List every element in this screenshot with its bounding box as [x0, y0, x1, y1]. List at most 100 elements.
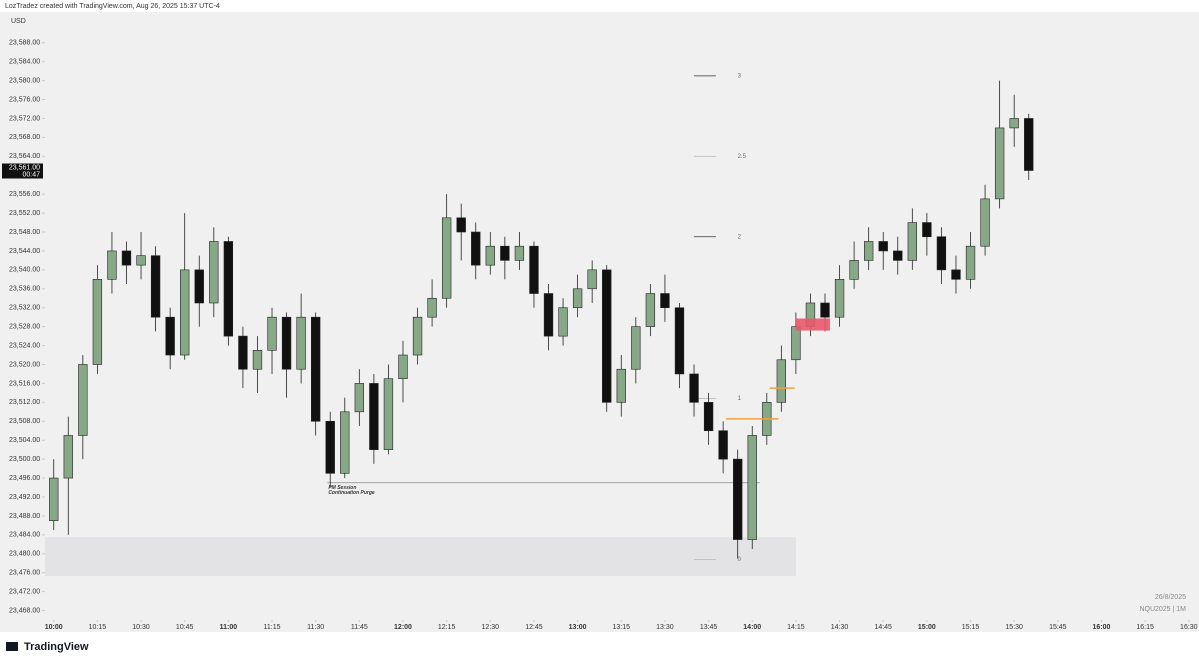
- y-tick-label: 23,492.00: [9, 494, 40, 501]
- candle-body: [660, 293, 670, 309]
- y-tick-label: 23,512.00: [9, 399, 40, 406]
- candle-body: [383, 378, 394, 450]
- header: LozTradez created with TradingView.com, …: [5, 3, 220, 10]
- y-tick-label: 23,472.00: [9, 588, 40, 595]
- candle-body: [485, 245, 495, 266]
- candle-body: [951, 269, 961, 280]
- candle-body: [849, 260, 859, 280]
- x-tick-label: 14:15: [787, 624, 805, 631]
- footer-date: 26/8/2025: [1155, 594, 1186, 601]
- candle-body: [893, 250, 903, 261]
- x-tick-label: 13:45: [700, 624, 718, 631]
- x-tick-label: 16:15: [1136, 624, 1154, 631]
- x-tick-label: 13:15: [613, 624, 631, 631]
- tv-logo: [6, 642, 18, 651]
- y-tick-label: 23,584.00: [9, 59, 40, 66]
- y-tick-label: 23,496.00: [9, 475, 40, 482]
- candle-body: [92, 279, 103, 365]
- y-tick-label: 23,544.00: [9, 248, 40, 255]
- candle-body: [863, 241, 874, 261]
- candle-body: [965, 245, 976, 280]
- x-tick-label: 12:15: [438, 624, 456, 631]
- x-tick-label: 12:45: [525, 624, 543, 631]
- candle-body: [529, 245, 539, 294]
- x-tick-label: 14:00: [743, 624, 761, 631]
- candle-body: [63, 435, 73, 479]
- y-tick-label: 23,524.00: [9, 342, 40, 349]
- y-tick-label: 23,520.00: [9, 361, 40, 368]
- candle-body: [340, 411, 350, 474]
- annotation-text: Continuation Purge: [328, 490, 375, 496]
- candle-body: [907, 222, 917, 261]
- candle-body: [78, 364, 88, 436]
- x-tick-label: 11:45: [351, 624, 368, 631]
- candle-body: [834, 279, 845, 318]
- y-tick-label: 23,588.00: [9, 40, 40, 47]
- x-tick-label: 16:30: [1180, 624, 1198, 631]
- candle-body: [223, 241, 234, 337]
- candle-body: [922, 222, 932, 238]
- candle-body: [1009, 118, 1019, 129]
- candle-body: [936, 236, 947, 271]
- candle-body: [354, 383, 364, 413]
- candle-body: [427, 297, 437, 318]
- candle-body: [49, 477, 59, 521]
- candle-body: [543, 293, 554, 337]
- x-tick-label: 10:30: [132, 624, 150, 631]
- fib-label: 2.5: [738, 154, 747, 160]
- x-tick-label: 12:30: [482, 624, 500, 631]
- candle-body: [558, 307, 568, 337]
- candle-body: [703, 402, 714, 432]
- candle-body: [180, 269, 190, 356]
- candle-body: [209, 241, 219, 304]
- footer-symbol: NQU2025 | 1M: [1139, 606, 1186, 613]
- logo-text: TradingView: [24, 641, 89, 653]
- candle-body: [718, 430, 728, 460]
- x-tick-label: 15:30: [1005, 624, 1023, 631]
- candle-body: [238, 335, 248, 370]
- candle-body: [689, 373, 699, 403]
- y-tick-label: 23,500.00: [9, 456, 40, 463]
- x-tick-label: 11:30: [307, 624, 324, 631]
- candle-body: [311, 316, 321, 422]
- x-tick-label: 14:30: [831, 624, 849, 631]
- x-tick-label: 15:45: [1049, 624, 1067, 631]
- candle-body: [136, 255, 146, 266]
- fib-label: 2: [738, 234, 742, 240]
- candle-body: [500, 245, 510, 261]
- x-tick-label: 12:00: [394, 624, 412, 631]
- fib-label: 1: [738, 396, 742, 402]
- x-tick-label: 11:00: [220, 624, 238, 631]
- candle-body: [456, 217, 466, 233]
- currency: USD: [11, 18, 26, 25]
- y-tick-label: 23,548.00: [9, 229, 40, 236]
- candle-body: [267, 316, 277, 351]
- candle-body: [1024, 118, 1034, 171]
- candle-body: [107, 250, 117, 280]
- y-tick-label: 23,488.00: [9, 513, 40, 520]
- candle-body: [791, 326, 801, 361]
- fib-label: 0: [738, 557, 742, 563]
- x-tick-label: 15:00: [918, 624, 936, 631]
- y-tick-label: 23,552.00: [9, 210, 40, 217]
- y-tick-label: 23,504.00: [9, 437, 40, 444]
- y-tick-label: 23,564.00: [9, 153, 40, 160]
- candle-body: [471, 231, 481, 266]
- y-tick-label: 23,484.00: [9, 532, 40, 539]
- candle-body: [878, 241, 888, 252]
- y-tick-label: 23,480.00: [9, 551, 40, 558]
- candle-body: [398, 354, 408, 379]
- candle-body: [747, 435, 757, 540]
- candle-body: [165, 316, 175, 356]
- x-tick-label: 11:15: [264, 624, 281, 631]
- y-tick-label: 23,580.00: [9, 77, 40, 84]
- candle-body: [325, 420, 335, 474]
- y-tick-label: 23,576.00: [9, 96, 40, 103]
- price-label-bg: [2, 163, 43, 179]
- candle-body: [587, 269, 597, 290]
- candle-body: [194, 269, 204, 304]
- candle-body: [616, 368, 626, 403]
- candle-body: [296, 316, 306, 370]
- y-tick-label: 23,516.00: [9, 380, 40, 387]
- x-tick-label: 14:45: [874, 624, 892, 631]
